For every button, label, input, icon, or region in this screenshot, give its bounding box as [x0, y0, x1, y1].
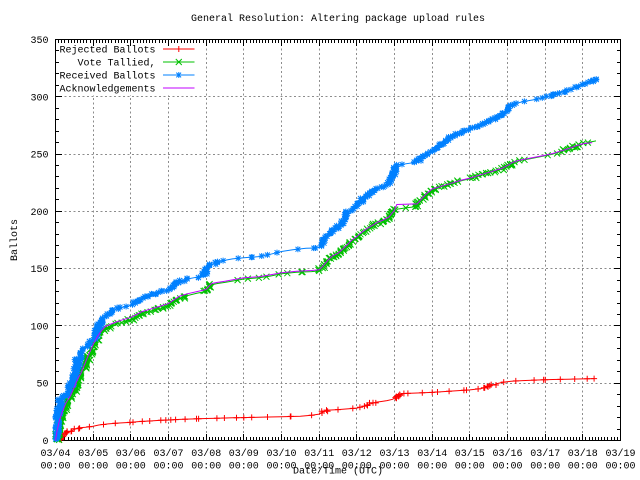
svg-text:03/09: 03/09: [229, 448, 259, 460]
svg-text:00:00: 00:00: [605, 462, 635, 473]
svg-text:00:00: 00:00: [417, 462, 447, 473]
svg-text:03/19: 03/19: [605, 448, 635, 460]
svg-text:General Resolution: Altering p: General Resolution: Altering package upl…: [191, 13, 485, 25]
svg-text:Acknowledgements: Acknowledgements: [59, 84, 155, 96]
svg-text:03/11: 03/11: [304, 448, 334, 460]
svg-text:Date/Time (UTC): Date/Time (UTC): [293, 466, 383, 478]
svg-text:300: 300: [30, 93, 48, 104]
svg-text:50: 50: [36, 380, 48, 391]
svg-text:00:00: 00:00: [40, 462, 70, 473]
svg-text:00:00: 00:00: [492, 462, 522, 473]
svg-text:100: 100: [30, 322, 48, 333]
svg-text:03/07: 03/07: [153, 448, 183, 460]
svg-text:03/14: 03/14: [417, 448, 447, 460]
svg-text:03/08: 03/08: [191, 448, 221, 460]
svg-text:200: 200: [30, 208, 48, 219]
svg-text:0: 0: [42, 437, 48, 448]
svg-text:03/13: 03/13: [379, 448, 409, 460]
svg-text:350: 350: [30, 36, 48, 47]
svg-text:03/06: 03/06: [116, 448, 146, 460]
svg-text:150: 150: [30, 265, 48, 276]
svg-text:03/12: 03/12: [342, 448, 372, 460]
svg-text:00:00: 00:00: [342, 462, 372, 473]
svg-text:00:00: 00:00: [116, 462, 146, 473]
svg-text:03/05: 03/05: [78, 448, 108, 460]
svg-text:Rejected Ballots: Rejected Ballots: [59, 45, 155, 57]
svg-text:00:00: 00:00: [229, 462, 259, 473]
svg-text:03/18: 03/18: [568, 448, 598, 460]
svg-text:00:00: 00:00: [379, 462, 409, 473]
svg-text:00:00: 00:00: [568, 462, 598, 473]
svg-text:03/15: 03/15: [455, 448, 485, 460]
svg-text:03/17: 03/17: [530, 448, 560, 460]
svg-text:00:00: 00:00: [530, 462, 560, 473]
svg-text:00:00: 00:00: [153, 462, 183, 473]
svg-text:Vote Tallied,: Vote Tallied,: [77, 58, 155, 70]
svg-text:00:00: 00:00: [266, 462, 296, 473]
svg-text:03/16: 03/16: [492, 448, 522, 460]
svg-text:00:00: 00:00: [78, 462, 108, 473]
svg-text:00:00: 00:00: [191, 462, 221, 473]
svg-text:03/10: 03/10: [266, 448, 296, 460]
svg-text:Received Ballots: Received Ballots: [59, 71, 155, 83]
svg-text:Ballots: Ballots: [9, 219, 21, 261]
svg-text:03/04: 03/04: [40, 448, 70, 460]
svg-text:250: 250: [30, 151, 48, 162]
svg-text:00:00: 00:00: [455, 462, 485, 473]
svg-text:00:00: 00:00: [304, 462, 334, 473]
